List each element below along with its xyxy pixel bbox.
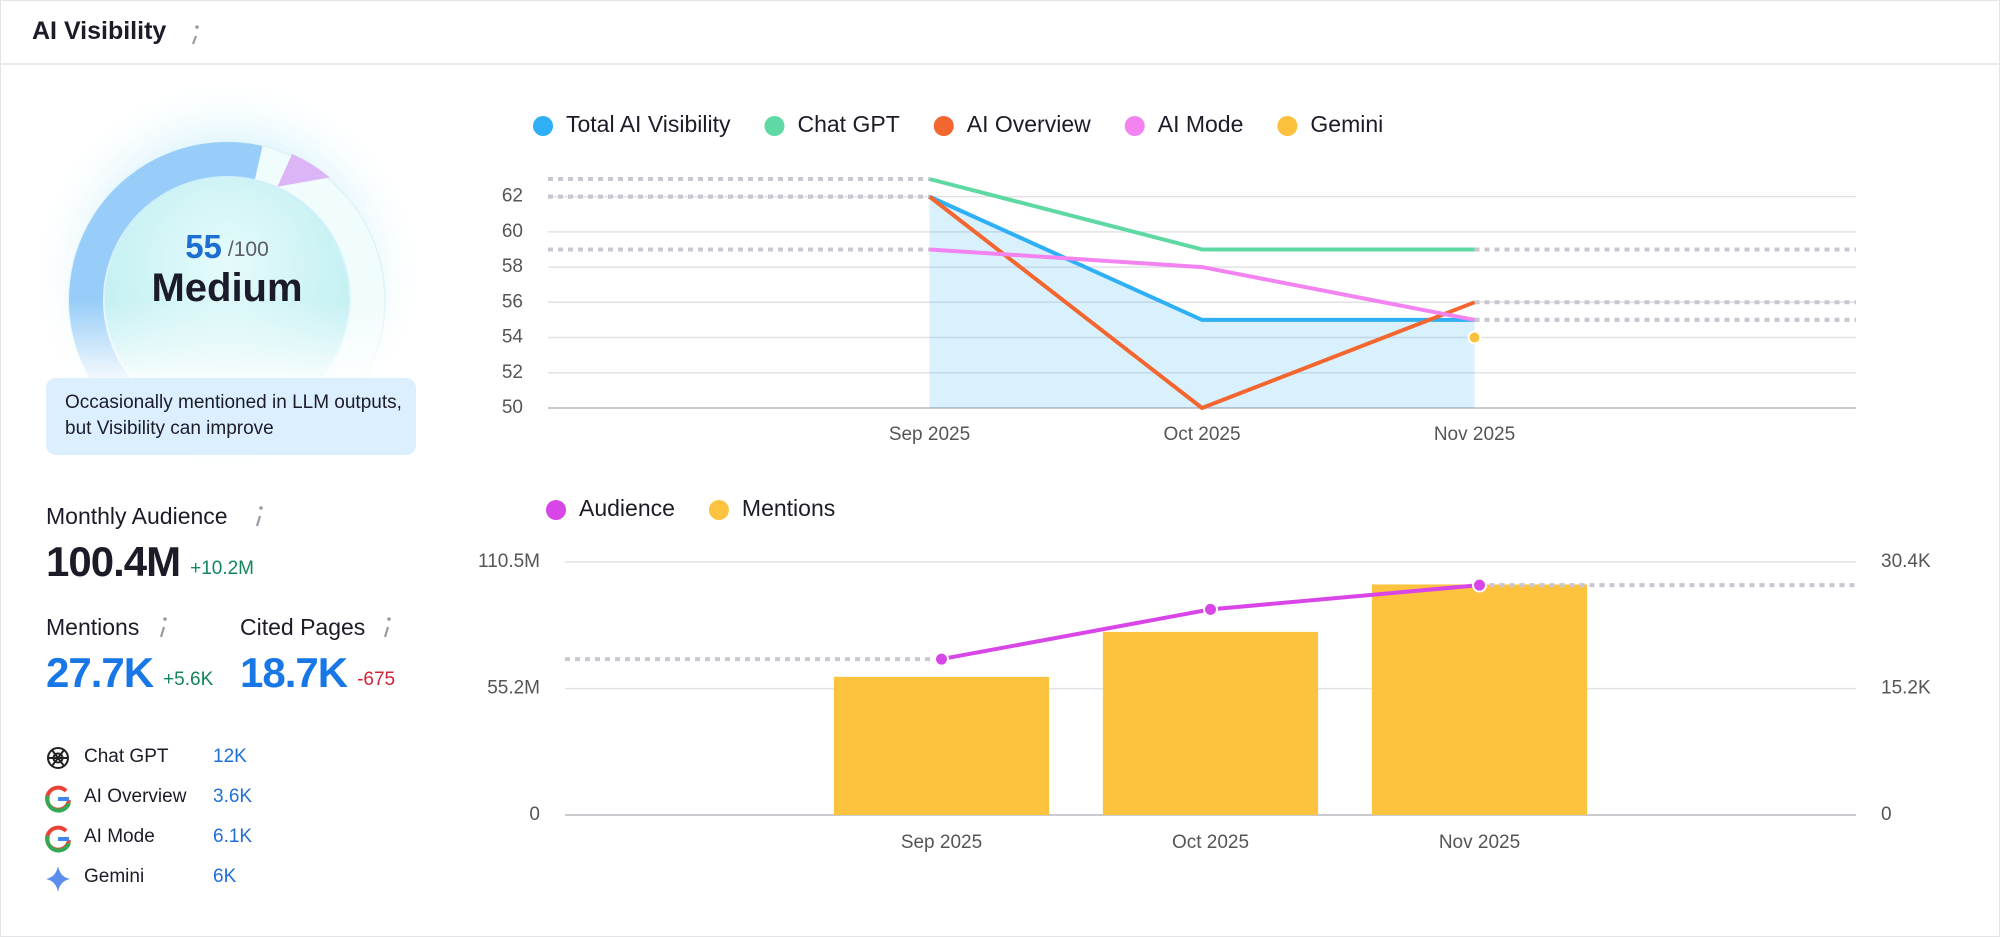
line [928, 195, 1476, 410]
source-name: Chat GPT [84, 746, 169, 767]
point [1203, 601, 1218, 617]
description-box [46, 378, 416, 455]
source-value: 6K [213, 866, 237, 887]
y2-tick-label: 30.4K [1881, 551, 1931, 572]
y-tick-label: 0 [529, 804, 540, 825]
source-row: Gemini 6K [84, 866, 384, 890]
source-name: Gemini [84, 866, 145, 887]
y-tick-label: 58 [502, 256, 523, 277]
metric-row: 18.7K -675 [240, 649, 395, 697]
y-tick-label: 54 [502, 327, 524, 348]
info-icon [383, 617, 391, 638]
legend-swatch [1124, 116, 1145, 136]
source-value: 12K [213, 746, 247, 767]
source-name: AI Overview [84, 786, 187, 807]
source-value: 3.6K [213, 786, 253, 807]
y2-tick-label: 0 [1881, 804, 1892, 825]
y-tick-label: 52 [502, 362, 523, 383]
source-row: Chat GPT 12K [84, 746, 384, 770]
gauge-level: Medium [151, 266, 303, 310]
metric-row: 27.7K +5.6K [46, 649, 213, 697]
line [929, 247, 1475, 322]
y-tick-label: 110.5M [478, 551, 540, 572]
x-tick-label: Sep 2025 [901, 832, 982, 853]
legend-swatch [533, 116, 553, 136]
metric-change: +10.2M [190, 558, 254, 579]
metric-row: 100.4M +10.2M [46, 538, 254, 586]
google-icon [45, 825, 71, 853]
legend-swatch [546, 500, 566, 520]
metric-change: -675 [357, 669, 396, 690]
info-icon [159, 617, 167, 638]
legend-swatch [933, 116, 954, 136]
metric-value: 27.7K [46, 649, 154, 696]
y-tick-label: 50 [502, 397, 523, 418]
legend-label: AI Mode [1158, 111, 1244, 137]
point [1472, 577, 1487, 593]
line [928, 177, 1475, 252]
metric-label: Cited Pages [240, 614, 366, 640]
metric-change: +5.6K [163, 669, 214, 690]
legend-label: Gemini [1310, 111, 1383, 137]
x-tick-label: Nov 2025 [1439, 832, 1520, 853]
source-row: AI Overview 3.6K [84, 786, 384, 810]
legend-label: AI Overview [967, 111, 1091, 137]
legend-label: Mentions [742, 495, 835, 521]
metric-label: Mentions [46, 614, 140, 640]
google-icon [45, 785, 71, 813]
gauge-fade [40, 300, 420, 380]
metric-value: 18.7K [240, 649, 348, 696]
point [1467, 330, 1482, 345]
point [934, 651, 949, 667]
bar [1371, 584, 1588, 815]
x-tick-label: Oct 2025 [1172, 832, 1249, 853]
legend-label: Audience [579, 495, 675, 521]
page-title: AI Visibility [32, 17, 167, 45]
gauge-max: /100 [227, 238, 269, 261]
legend-swatch [708, 500, 729, 520]
x-tick-label: Sep 2025 [889, 424, 970, 445]
metric-label: Monthly Audience [46, 503, 228, 529]
legend-swatch [1277, 116, 1298, 136]
source-name: AI Mode [84, 826, 155, 847]
chatgpt-icon [47, 747, 69, 769]
gauge-wedge [277, 153, 330, 187]
gauge-description: Occasionally mentioned in LLM outputs, b… [65, 392, 402, 439]
y-tick-label: 62 [502, 186, 523, 207]
legend-label: Total AI Visibility [566, 111, 731, 137]
gauge-score: 55 [185, 228, 222, 265]
y-tick-label: 56 [502, 291, 523, 312]
bar [833, 676, 1050, 815]
legend-swatch [764, 116, 785, 136]
gauge-score-row: 55 /100 [127, 228, 327, 266]
metric-value: 100.4M [46, 538, 181, 585]
y2-tick-label: 15.2K [1881, 678, 1931, 699]
gemini-icon [46, 866, 70, 892]
bar [1102, 631, 1319, 815]
source-row: AI Mode 6.1K [84, 826, 384, 850]
x-tick-label: Nov 2025 [1434, 424, 1515, 445]
line [928, 194, 1475, 322]
x-tick-label: Oct 2025 [1163, 424, 1240, 445]
legend-label: Chat GPT [797, 111, 899, 137]
y-tick-label: 55.2M [487, 678, 540, 699]
info-icon [255, 506, 263, 527]
source-value: 6.1K [213, 826, 253, 847]
y-tick-label: 60 [502, 221, 523, 242]
title-info-icon [191, 25, 199, 45]
